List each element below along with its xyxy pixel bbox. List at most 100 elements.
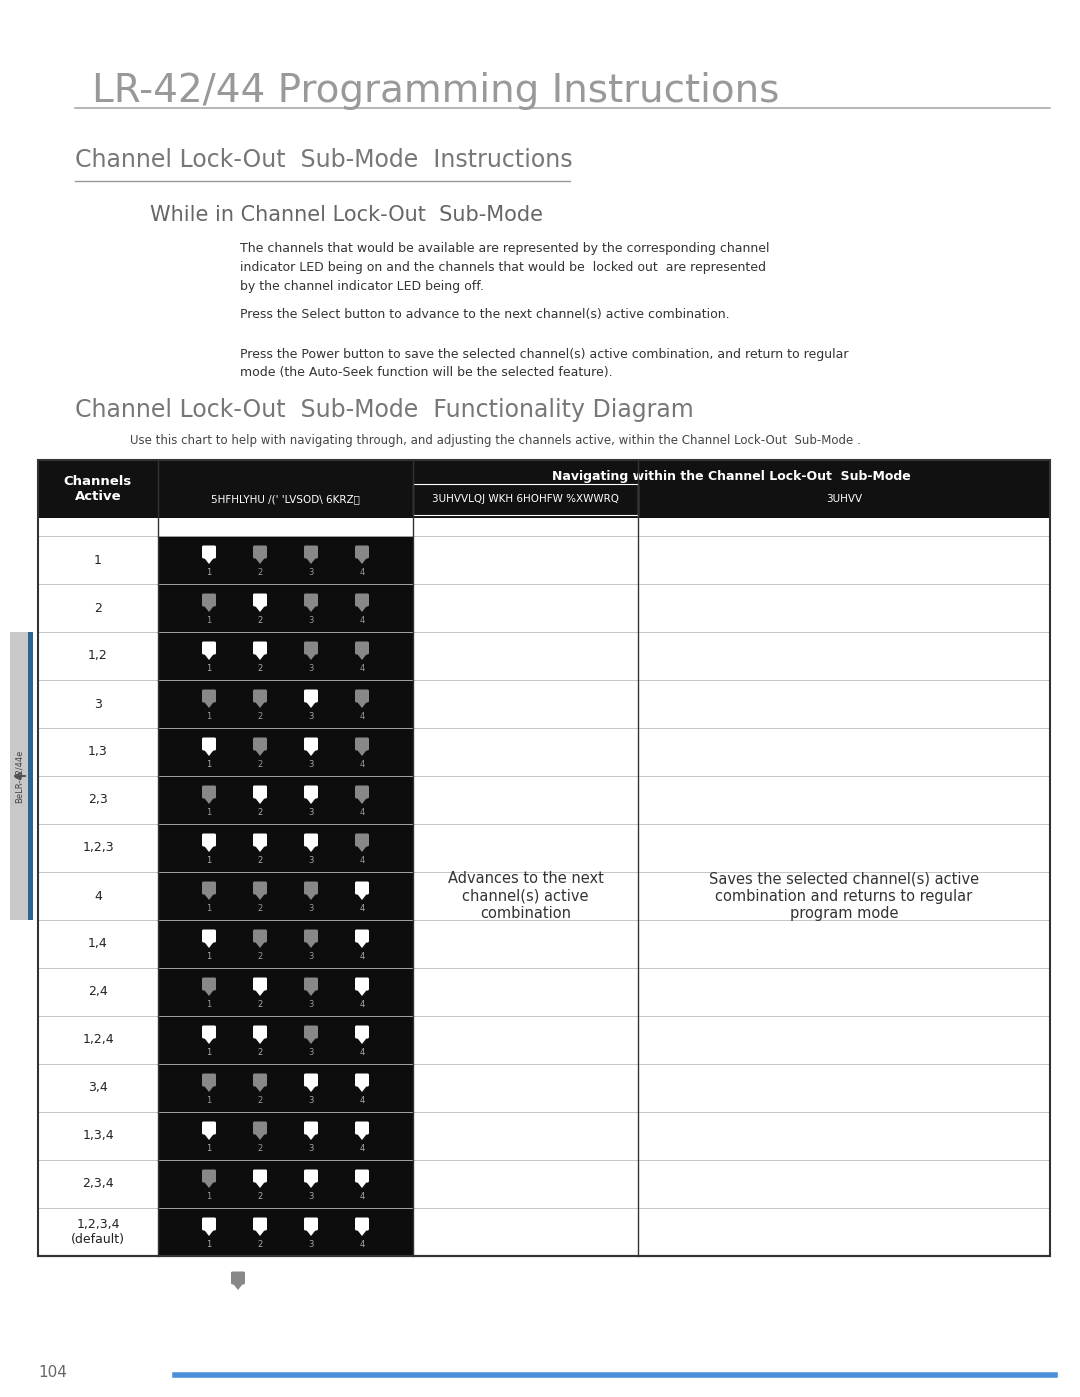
FancyBboxPatch shape [253,1073,267,1087]
FancyBboxPatch shape [202,1218,216,1231]
Bar [638,968,1050,1016]
FancyBboxPatch shape [202,978,216,990]
FancyBboxPatch shape [303,594,318,606]
Text: 2: 2 [257,569,262,577]
Text: 3: 3 [308,760,313,768]
Polygon shape [306,893,316,900]
Polygon shape [306,798,316,805]
Bar [413,1065,638,1112]
FancyBboxPatch shape [355,1025,369,1038]
Text: 4: 4 [360,951,365,961]
Text: 3: 3 [308,616,313,624]
Polygon shape [203,893,215,900]
Polygon shape [255,1229,266,1236]
Bar [158,775,413,824]
Bar [38,1016,158,1065]
Bar [158,872,413,921]
Polygon shape [255,557,266,564]
Polygon shape [306,749,316,756]
FancyBboxPatch shape [303,882,318,894]
Bar [413,536,638,584]
Polygon shape [183,1282,193,1289]
Bar [158,728,413,775]
FancyBboxPatch shape [202,929,216,943]
Text: 3: 3 [308,807,313,817]
Text: Advances to the next
channel(s) active
combination: Advances to the next channel(s) active c… [447,872,604,921]
Text: Channel Lock-Out  Sub-Mode  Instructions: Channel Lock-Out Sub-Mode Instructions [75,148,572,172]
Bar [38,1160,158,1208]
Bar [38,921,158,968]
Text: 3: 3 [308,904,313,914]
FancyBboxPatch shape [202,1025,216,1038]
FancyBboxPatch shape [202,1169,216,1182]
Polygon shape [306,1180,316,1187]
Text: 3: 3 [308,1241,313,1249]
Text: Navigating within the Channel Lock-Out  Sub-Mode: Navigating within the Channel Lock-Out S… [552,469,910,483]
Text: 2: 2 [257,664,262,673]
FancyBboxPatch shape [253,1169,267,1182]
Text: Saves the selected channel(s) active
combination and returns to regular
program : Saves the selected channel(s) active com… [708,872,980,921]
Polygon shape [255,1180,266,1187]
Text: 4: 4 [360,569,365,577]
Bar [413,485,638,514]
Bar [158,968,413,1016]
FancyBboxPatch shape [202,1122,216,1134]
Polygon shape [356,1229,367,1236]
Text: 5HFHLYHU /(' 'LVSOD\ 6KRZ: 5HFHLYHU /(' 'LVSOD\ 6KRZ [211,495,360,504]
Polygon shape [203,1229,215,1236]
FancyBboxPatch shape [303,545,318,559]
Text: 4: 4 [360,664,365,673]
FancyBboxPatch shape [253,1218,267,1231]
Text: 2: 2 [257,712,262,721]
Text: 3: 3 [308,1144,313,1153]
Text: 1: 1 [206,1000,212,1009]
Text: 2: 2 [257,904,262,914]
Bar [638,824,1050,872]
Polygon shape [255,652,266,659]
Text: 4: 4 [360,1192,365,1201]
FancyBboxPatch shape [202,641,216,655]
Bar [413,921,638,968]
Text: Press the Power button to save the selected channel(s) active combination, and r: Press the Power button to save the selec… [240,348,849,379]
FancyBboxPatch shape [355,641,369,655]
Text: 4: 4 [360,1144,365,1153]
FancyBboxPatch shape [303,1025,318,1038]
FancyBboxPatch shape [202,882,216,894]
Text: 1,2,4: 1,2,4 [82,1034,113,1046]
Bar [638,1016,1050,1065]
Polygon shape [356,798,367,805]
Text: 2: 2 [257,951,262,961]
FancyBboxPatch shape [303,690,318,703]
Bar [158,824,413,872]
Polygon shape [306,605,316,612]
FancyBboxPatch shape [231,1271,245,1284]
FancyBboxPatch shape [355,690,369,703]
Polygon shape [255,798,266,805]
Text: 2: 2 [257,856,262,865]
Text: 2: 2 [257,1192,262,1201]
Polygon shape [255,942,266,949]
Polygon shape [203,652,215,659]
Polygon shape [203,798,215,805]
FancyBboxPatch shape [355,545,369,559]
Polygon shape [356,1133,367,1140]
Text: 1: 1 [206,1241,212,1249]
Polygon shape [255,605,266,612]
Bar [38,1208,158,1256]
Text: 1: 1 [206,1192,212,1201]
Text: 1: 1 [206,1048,212,1058]
Polygon shape [306,989,316,996]
Text: 2: 2 [257,1241,262,1249]
Text: Press the Select button to advance to the next channel(s) active combination.: Press the Select button to advance to th… [240,307,730,321]
Text: 1: 1 [206,1144,212,1153]
Text: While in Channel Lock-Out  Sub-Mode: While in Channel Lock-Out Sub-Mode [150,205,543,225]
Text: 1: 1 [206,1097,212,1105]
Text: 4: 4 [360,1048,365,1058]
FancyBboxPatch shape [303,641,318,655]
Bar [38,584,158,631]
Text: 2: 2 [257,1048,262,1058]
FancyBboxPatch shape [303,834,318,847]
Text: 1,2,3: 1,2,3 [82,841,113,855]
Bar [413,728,638,775]
Bar [158,1160,413,1208]
